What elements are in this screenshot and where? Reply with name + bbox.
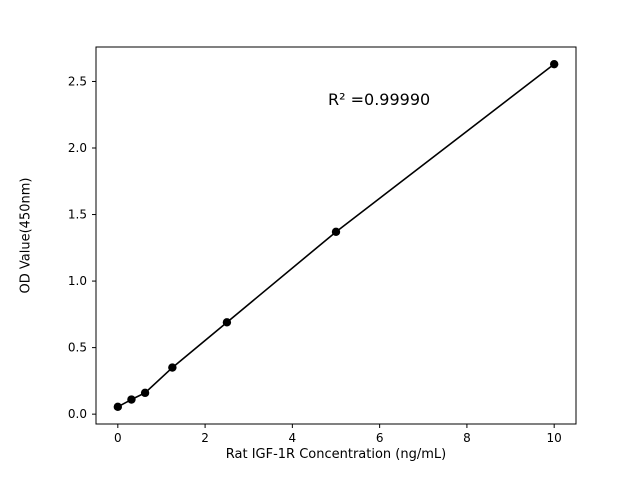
svg-text:2.0: 2.0 — [68, 141, 87, 155]
svg-text:0.0: 0.0 — [68, 407, 87, 421]
svg-text:8: 8 — [463, 431, 471, 445]
svg-text:2.5: 2.5 — [68, 74, 87, 88]
svg-text:2: 2 — [201, 431, 209, 445]
svg-text:1.5: 1.5 — [68, 208, 87, 222]
svg-text:1.0: 1.0 — [68, 274, 87, 288]
y-axis-label: OD Value(450nm) — [18, 177, 34, 294]
svg-text:10: 10 — [547, 431, 562, 445]
svg-text:4: 4 — [289, 431, 297, 445]
x-axis-label: Rat IGF-1R Concentration (ng/mL) — [225, 447, 447, 462]
svg-text:6: 6 — [376, 431, 384, 445]
r-squared-annotation: R² =0.99990 — [328, 90, 431, 109]
svg-text:0: 0 — [114, 431, 122, 445]
svg-text:0.5: 0.5 — [68, 341, 87, 355]
